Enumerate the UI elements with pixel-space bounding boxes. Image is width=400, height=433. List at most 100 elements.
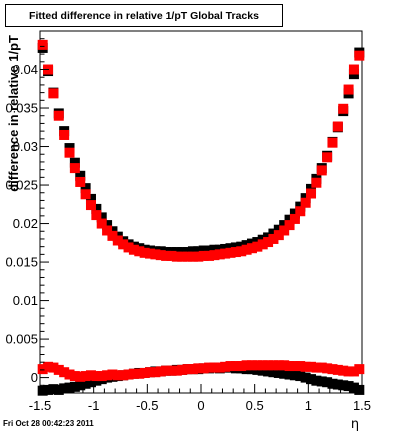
y-tick-label: 0.025	[5, 178, 38, 193]
data-point	[338, 365, 349, 376]
data-point	[182, 364, 193, 375]
data-point	[273, 367, 284, 378]
data-point	[177, 251, 188, 262]
data-point	[257, 239, 268, 250]
data-point	[316, 376, 327, 387]
data-point	[300, 197, 311, 208]
data-point	[220, 361, 231, 372]
y-tick-label: 0.02	[13, 216, 38, 231]
data-point	[161, 250, 172, 261]
data-point	[91, 210, 102, 221]
data-point	[263, 237, 274, 248]
data-point	[230, 247, 241, 258]
x-tick-label: 0.5	[246, 398, 264, 413]
data-point	[134, 246, 145, 257]
data-point	[338, 380, 349, 391]
data-point	[295, 361, 306, 372]
data-point	[96, 371, 107, 382]
data-point	[102, 225, 113, 236]
data-point	[187, 246, 198, 257]
data-point	[171, 251, 182, 262]
data-point	[102, 220, 113, 231]
y-tick-label: 0.01	[13, 293, 38, 308]
data-point	[128, 244, 139, 255]
data-point	[53, 364, 64, 375]
data-point	[118, 239, 129, 250]
data-point	[107, 369, 118, 380]
data-point	[80, 189, 91, 200]
data-point	[348, 382, 359, 393]
data-point	[273, 360, 284, 371]
data-point	[198, 250, 209, 261]
data-point	[252, 360, 263, 371]
data-point	[193, 246, 204, 257]
data-point	[69, 163, 80, 174]
data-point	[289, 370, 300, 381]
data-point	[257, 365, 268, 376]
data-point	[43, 384, 54, 395]
data-point	[225, 247, 236, 258]
data-point	[171, 365, 182, 376]
data-point	[289, 361, 300, 372]
data-point	[322, 377, 333, 388]
y-tick-label: 0.03	[13, 139, 38, 154]
data-point	[204, 245, 215, 256]
data-point	[268, 228, 279, 239]
data-point	[182, 251, 193, 262]
data-point	[155, 250, 166, 261]
data-point	[155, 366, 166, 377]
data-point	[343, 381, 354, 392]
y-tick-label: 0.015	[5, 255, 38, 270]
data-point	[80, 371, 91, 382]
data-point	[300, 361, 311, 372]
data-point	[316, 165, 327, 176]
data-point	[85, 370, 96, 381]
data-point	[311, 375, 322, 386]
data-point	[48, 384, 59, 395]
data-point	[107, 230, 118, 241]
y-tick-label: 0.005	[5, 332, 38, 347]
data-point	[236, 246, 247, 257]
data-point	[273, 224, 284, 235]
data-point	[48, 88, 59, 99]
data-point	[43, 361, 54, 372]
data-point	[295, 206, 306, 217]
data-point	[198, 363, 209, 374]
data-point	[284, 214, 295, 225]
data-point	[80, 183, 91, 194]
data-point	[161, 365, 172, 376]
data-point	[96, 218, 107, 229]
data-point	[37, 364, 48, 375]
data-point	[64, 147, 75, 158]
data-point	[354, 384, 365, 395]
data-point	[37, 385, 48, 396]
data-point	[311, 177, 322, 188]
data-point	[139, 247, 150, 258]
y-tick-label: 0.035	[5, 101, 38, 116]
data-point	[263, 366, 274, 377]
data-point	[332, 379, 343, 390]
data-point	[75, 380, 86, 391]
data-point	[145, 367, 156, 378]
series-3-red	[37, 360, 365, 382]
x-tick-label: -1	[88, 398, 100, 413]
y-tick-label: 0.04	[13, 62, 38, 77]
x-axis-label: η	[351, 417, 359, 432]
data-point	[327, 364, 338, 375]
x-tick-label: 1.5	[353, 398, 371, 413]
data-point	[123, 242, 134, 253]
data-point	[112, 370, 123, 381]
data-point	[75, 176, 86, 187]
data-point	[246, 360, 257, 371]
data-point	[209, 244, 220, 255]
data-point	[300, 372, 311, 383]
data-point	[53, 110, 64, 121]
data-point	[354, 364, 365, 375]
data-point	[332, 364, 343, 375]
data-point	[338, 103, 349, 114]
data-point	[150, 249, 161, 260]
x-tick-label: 0	[197, 398, 204, 413]
data-point	[85, 377, 96, 388]
data-point	[102, 370, 113, 381]
data-point	[322, 152, 333, 163]
